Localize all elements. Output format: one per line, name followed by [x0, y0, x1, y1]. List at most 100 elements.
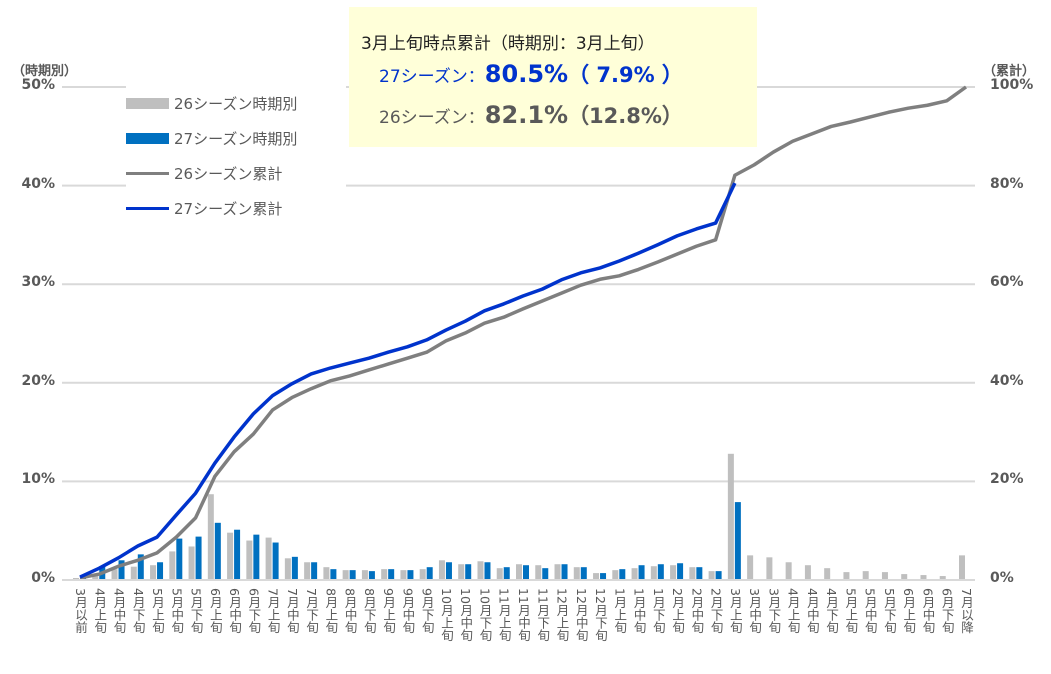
- legend-swatch: [126, 98, 169, 109]
- bar-26-period: [246, 540, 253, 580]
- bar-26-period: [670, 565, 677, 580]
- category-label: 7月上旬: [265, 588, 281, 634]
- right-tick-label: 40%: [990, 372, 1024, 389]
- callout-26-period: （12.8%）: [568, 104, 683, 128]
- bar-26-period: [438, 560, 445, 580]
- bar-26-period: [304, 562, 311, 580]
- bar-27-period: [734, 502, 741, 580]
- category-label: 4月上旬: [785, 588, 801, 634]
- category-label: 6月上旬: [207, 588, 223, 634]
- category-label: 12月下旬: [593, 588, 609, 642]
- category-label: 6月下旬: [939, 588, 955, 634]
- bar-26-period: [708, 571, 715, 580]
- left-tick-label: 0%: [31, 570, 55, 586]
- bar-27-period: [715, 571, 722, 580]
- category-label: 6月中旬: [227, 588, 243, 634]
- category-label: 3月以前: [73, 588, 88, 634]
- legend-label: 26シーズン累計: [174, 165, 283, 183]
- category-label: 5月上旬: [150, 588, 166, 634]
- bar-27-period: [638, 565, 645, 580]
- bar-26-period: [496, 568, 503, 580]
- bar-26-period: [419, 569, 426, 580]
- legend-label: 27シーズン累計: [174, 200, 283, 218]
- category-label: 5月下旬: [188, 588, 204, 634]
- bar-27-period: [195, 536, 202, 580]
- category-label: 6月上旬: [901, 588, 917, 634]
- bar-27-period: [503, 567, 510, 580]
- bar-26-period: [169, 551, 176, 580]
- legend-swatch: [126, 133, 169, 144]
- bar-26-period: [458, 564, 465, 580]
- legend-item-27-period: 27シーズン時期別: [126, 121, 346, 156]
- bar-27-period: [291, 556, 298, 580]
- bar-27-period: [234, 529, 241, 580]
- callout-27-period: （ 7.9% ）: [568, 63, 683, 87]
- legend-swatch: [126, 172, 169, 175]
- bar-27-period: [407, 570, 414, 580]
- category-label: 2月中旬: [689, 588, 705, 634]
- category-label: 6月中旬: [920, 588, 936, 634]
- bar-27-period: [677, 563, 684, 580]
- left-tick-label: 30%: [21, 274, 55, 291]
- category-label: 6月下旬: [246, 588, 262, 634]
- category-label: 12月中旬: [573, 588, 589, 642]
- bar-26-period: [727, 453, 734, 580]
- summary-callout: 3月上旬時点累計（時期別：3月上旬） 27シーズン：80.5%（ 7.9% ） …: [349, 7, 757, 147]
- line-27-cumulative: [79, 182, 737, 579]
- category-label: 3月中旬: [747, 588, 763, 634]
- category-label: 1月上旬: [612, 588, 628, 634]
- bar-26-period: [111, 569, 118, 580]
- bar-27-period: [388, 569, 395, 580]
- category-label: 7月以降: [959, 588, 974, 634]
- bar-26-period: [265, 537, 272, 580]
- category-label: 8月中旬: [342, 588, 358, 634]
- bar-26-period: [689, 567, 696, 580]
- bar-26-period: [381, 569, 388, 580]
- right-tick-label: 100%: [990, 77, 1034, 93]
- category-label: 10月中旬: [458, 588, 474, 642]
- bar-27-period: [445, 562, 452, 580]
- bar-26-period: [400, 570, 407, 580]
- right-tick-label: 0%: [990, 570, 1014, 586]
- bar-26-period: [593, 573, 600, 580]
- bar-26-period: [959, 555, 965, 580]
- legend: 26シーズン時期別 27シーズン時期別 26シーズン累計 27シーズン累計: [126, 86, 346, 226]
- category-label: 2月下旬: [708, 588, 724, 634]
- legend-label: 27シーズン時期別: [174, 130, 298, 148]
- bar-26-period: [766, 557, 773, 580]
- callout-27-cumulative: 80.5%: [484, 60, 569, 88]
- right-tick-label: 60%: [990, 274, 1024, 291]
- bar-26-period: [342, 570, 349, 580]
- bar-26-period: [535, 565, 542, 580]
- category-label: 9月中旬: [400, 588, 416, 634]
- category-label: 12月上旬: [554, 588, 570, 642]
- category-label: 9月下旬: [419, 588, 435, 634]
- bar-27-period: [368, 571, 375, 580]
- callout-title: 3月上旬時点累計（時期別：3月上旬）: [361, 34, 655, 54]
- category-label: 5月中旬: [169, 588, 185, 634]
- callout-27-label: 27シーズン：: [379, 67, 485, 87]
- callout-27-season: 27シーズン：80.5%（ 7.9% ）: [379, 59, 683, 89]
- bar-26-period: [747, 555, 754, 580]
- category-label: 3月下旬: [766, 588, 782, 634]
- category-label: 4月下旬: [824, 588, 840, 634]
- bar-26-period: [361, 570, 368, 580]
- bar-26-period: [881, 572, 888, 580]
- category-label: 4月中旬: [111, 588, 127, 634]
- left-tick-label: 20%: [21, 372, 55, 389]
- bar-26-period: [612, 570, 619, 580]
- bar-27-period: [311, 562, 318, 580]
- category-label: 4月上旬: [92, 588, 108, 634]
- category-label: 1月中旬: [631, 588, 647, 634]
- bar-26-period: [573, 567, 580, 580]
- callout-26-season: 26シーズン：82.1%（12.8%）: [379, 100, 683, 130]
- bar-26-period: [323, 567, 330, 580]
- bar-27-period: [214, 522, 221, 580]
- category-label: 1月下旬: [650, 588, 666, 634]
- bar-26-period: [227, 532, 234, 580]
- bar-26-period: [939, 576, 946, 580]
- bar-27-period: [600, 573, 607, 580]
- category-label: 10月下旬: [477, 588, 493, 642]
- right-axis-title: （累計）: [983, 64, 1036, 79]
- bar-26-period: [920, 575, 927, 580]
